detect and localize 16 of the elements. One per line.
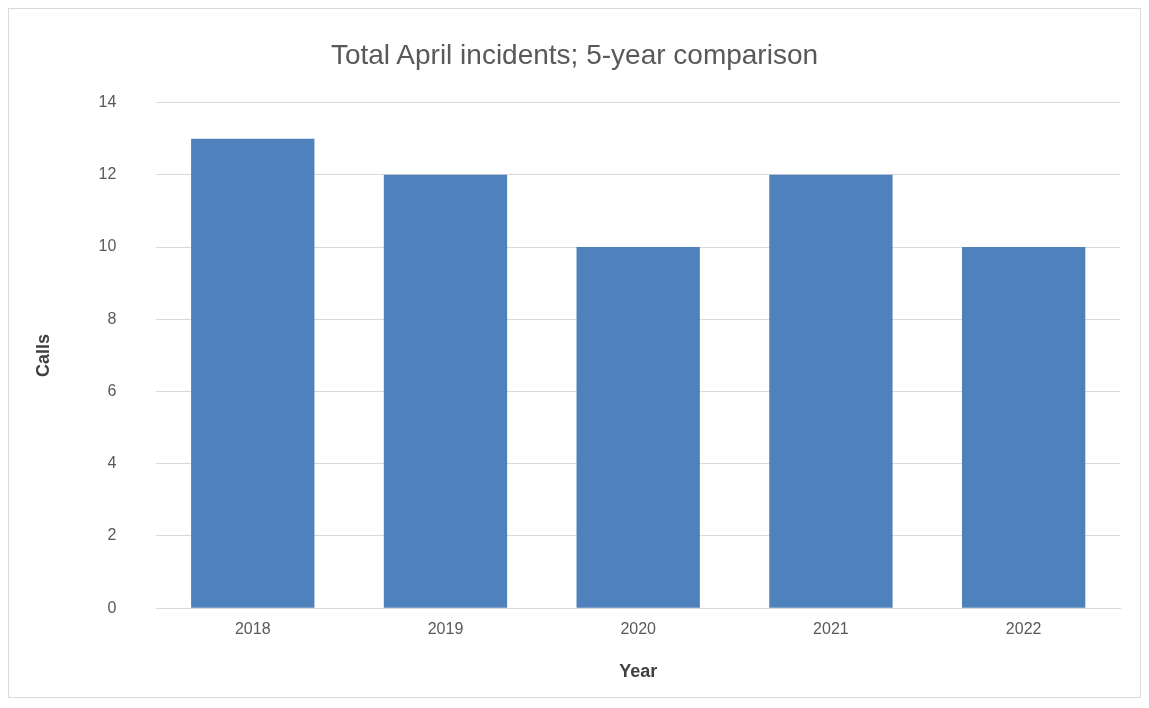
y-tick-label: 6 bbox=[107, 381, 117, 399]
x-tick-label: 2019 bbox=[427, 620, 464, 638]
x-tick-label: 2021 bbox=[813, 620, 849, 638]
x-tick-label: 2018 bbox=[234, 620, 271, 638]
x-tick-label: 2022 bbox=[1005, 620, 1042, 638]
y-tick-label: 4 bbox=[107, 454, 117, 472]
y-tick-label: 14 bbox=[98, 93, 117, 111]
y-tick-label: 0 bbox=[107, 598, 117, 616]
y-axis-title: Calls bbox=[32, 333, 53, 377]
x-axis-title: Year bbox=[619, 661, 658, 682]
y-tick-label: 8 bbox=[107, 309, 117, 327]
y-tick-label: 2 bbox=[107, 526, 117, 544]
x-tick-label: 2020 bbox=[620, 620, 657, 638]
y-tick-label: 10 bbox=[98, 237, 117, 255]
y-tick-label: 12 bbox=[98, 165, 117, 183]
chart-title: Total April incidents; 5-year comparison bbox=[330, 38, 819, 70]
